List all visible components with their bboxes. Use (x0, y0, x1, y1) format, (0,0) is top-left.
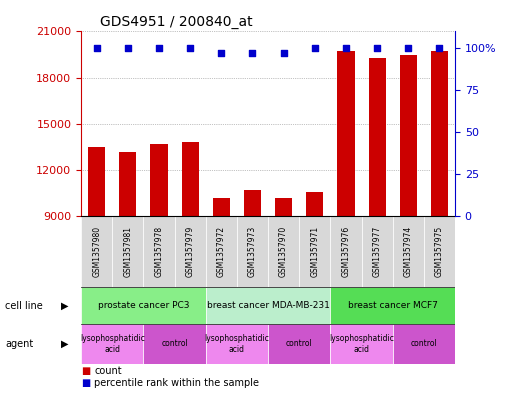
Point (404, 45, 413, 51)
Bar (393, 324, 455, 364)
Bar (361, 216, 393, 287)
Bar (431, 51, 448, 216)
Bar (206, 216, 237, 287)
Text: control: control (161, 340, 188, 348)
Point (93, 45, 101, 51)
Text: breast cancer MDA-MB-231: breast cancer MDA-MB-231 (207, 301, 329, 310)
Bar (206, 287, 331, 324)
Point (186, 45, 195, 51)
Text: ■: ■ (81, 378, 90, 388)
Text: lysophosphatidic
acid: lysophosphatidic acid (80, 334, 145, 354)
Text: agent: agent (5, 339, 33, 349)
Point (342, 45, 350, 51)
Bar (143, 216, 175, 287)
Point (248, 50, 257, 57)
Text: control: control (411, 340, 437, 348)
Text: GSM1357974: GSM1357974 (404, 226, 413, 277)
Text: GSM1357977: GSM1357977 (372, 226, 382, 277)
Text: percentile rank within the sample: percentile rank within the sample (94, 378, 259, 388)
Bar (337, 51, 355, 216)
Bar (331, 216, 361, 287)
Text: control: control (286, 340, 313, 348)
Bar (237, 216, 268, 287)
Text: GSM1357971: GSM1357971 (310, 226, 319, 277)
Bar (119, 151, 137, 216)
Text: GSM1357980: GSM1357980 (92, 226, 101, 277)
Text: lysophosphatidic
acid: lysophosphatidic acid (329, 334, 394, 354)
Text: ▶: ▶ (61, 301, 68, 310)
Bar (331, 324, 393, 364)
Text: lysophosphatidic
acid: lysophosphatidic acid (204, 334, 269, 354)
Text: GSM1357970: GSM1357970 (279, 226, 288, 277)
Bar (213, 198, 230, 216)
Bar (306, 191, 323, 216)
Bar (175, 216, 206, 287)
Bar (181, 142, 199, 216)
Text: GDS4951 / 200840_at: GDS4951 / 200840_at (100, 15, 253, 29)
Bar (81, 216, 112, 287)
Bar (275, 198, 292, 216)
Bar (244, 190, 261, 216)
Text: ▶: ▶ (61, 339, 68, 349)
Text: GSM1357976: GSM1357976 (342, 226, 350, 277)
Bar (424, 216, 455, 287)
Text: breast cancer MCF7: breast cancer MCF7 (348, 301, 438, 310)
Text: prostate cancer PC3: prostate cancer PC3 (98, 301, 189, 310)
Point (279, 50, 288, 57)
Point (373, 45, 381, 51)
Bar (81, 287, 206, 324)
Text: GSM1357973: GSM1357973 (248, 226, 257, 277)
Text: GSM1357975: GSM1357975 (435, 226, 444, 277)
Bar (369, 58, 385, 216)
Bar (143, 324, 206, 364)
Text: GSM1357972: GSM1357972 (217, 226, 226, 277)
Bar (81, 324, 143, 364)
Bar (400, 55, 417, 216)
Bar (206, 324, 268, 364)
Bar (112, 216, 143, 287)
Text: GSM1357979: GSM1357979 (186, 226, 195, 277)
Bar (88, 147, 105, 216)
Bar (268, 324, 331, 364)
Bar (268, 216, 299, 287)
Point (155, 45, 163, 51)
Text: GSM1357981: GSM1357981 (123, 226, 132, 277)
Text: count: count (94, 366, 122, 376)
Point (435, 45, 444, 51)
Point (217, 50, 225, 57)
Point (123, 45, 132, 51)
Bar (299, 216, 331, 287)
Bar (331, 287, 455, 324)
Text: ■: ■ (81, 366, 90, 376)
Point (311, 45, 319, 51)
Bar (151, 144, 167, 216)
Text: GSM1357978: GSM1357978 (154, 226, 164, 277)
Bar (393, 216, 424, 287)
Text: cell line: cell line (5, 301, 43, 310)
